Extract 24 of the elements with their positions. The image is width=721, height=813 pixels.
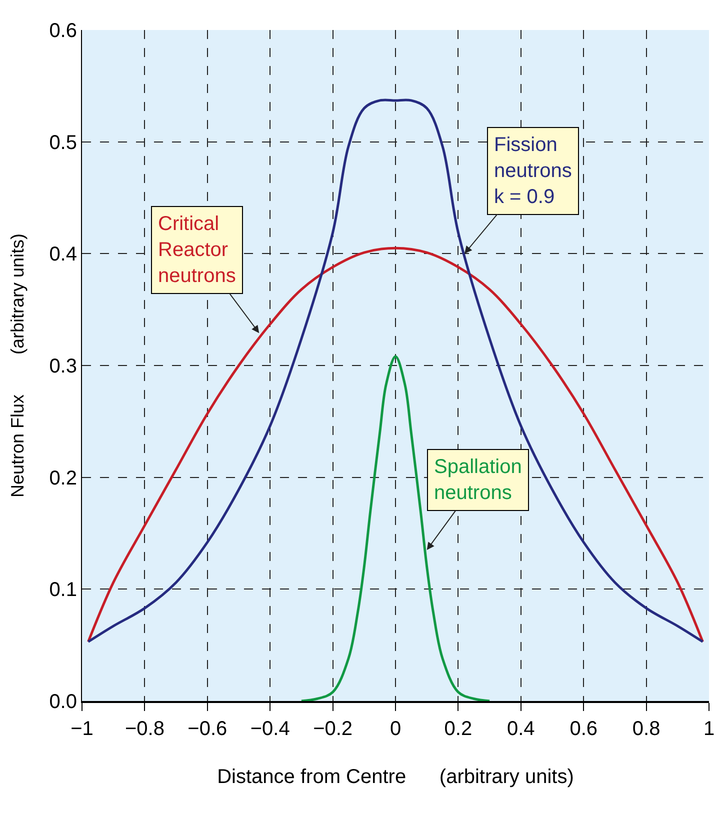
annotation: Critical Reactor neutrons [158,213,236,287]
y-tick-label: 0.2 [49,467,77,490]
x-tick-label: −0.4 [250,718,290,740]
x-tick-label: −0.6 [188,718,228,740]
annotation: Spallation neutrons [434,456,522,504]
y-tick-label: 0.6 [49,20,77,42]
x-tick-label: 0.4 [506,718,535,740]
y-tick-label: 0.1 [49,579,77,602]
y-tick-label: 0.4 [49,244,77,266]
x-tick-label: 0.8 [632,718,660,740]
line-series [87,98,704,643]
x-tick-label: 0.2 [444,718,472,740]
x-tick-label: 0.6 [570,718,598,740]
x-tick-label: −1 [70,718,94,740]
annotation: Fission neutrons k = 0.9 [494,134,572,208]
x-axis-title: Distance from Centre (arbitrary units) [217,766,574,788]
y-tick-label: 0.0 [49,691,77,713]
x-tick-label: −0.8 [124,718,164,740]
y-tick-label: 0.5 [49,132,77,154]
x-tick-label: −0.2 [313,718,353,740]
y-tick-label: 0.3 [49,356,77,378]
x-tick-label: 0 [390,718,402,740]
x-tick-label: 1 [703,718,715,740]
y-axis-title: Neutron Flux (arbitrary units) [7,233,28,498]
